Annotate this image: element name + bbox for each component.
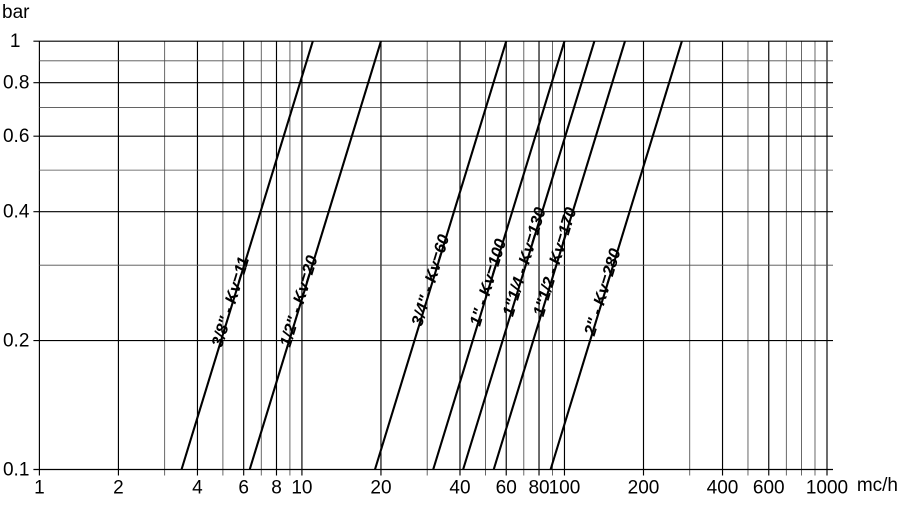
svg-text:6: 6	[238, 478, 249, 499]
svg-text:600: 600	[753, 478, 785, 499]
svg-text:1000: 1000	[806, 478, 848, 499]
svg-text:20: 20	[370, 478, 391, 499]
svg-text:8: 8	[271, 478, 282, 499]
svg-text:bar: bar	[2, 2, 30, 23]
svg-text:1: 1	[34, 478, 45, 499]
svg-text:2: 2	[113, 478, 124, 499]
svg-text:0.6: 0.6	[3, 126, 29, 147]
svg-text:1: 1	[10, 31, 21, 52]
svg-text:mc/h: mc/h	[857, 475, 898, 496]
svg-text:400: 400	[707, 478, 739, 499]
svg-text:0.4: 0.4	[3, 202, 30, 223]
svg-text:0.8: 0.8	[3, 73, 29, 94]
svg-text:10: 10	[291, 478, 312, 499]
svg-text:200: 200	[628, 478, 660, 499]
svg-text:40: 40	[449, 478, 470, 499]
svg-text:80: 80	[528, 478, 549, 499]
svg-text:60: 60	[496, 478, 517, 499]
svg-text:4: 4	[192, 478, 203, 499]
svg-text:0.1: 0.1	[3, 460, 29, 481]
svg-text:100: 100	[549, 478, 581, 499]
svg-text:0.2: 0.2	[3, 331, 29, 352]
